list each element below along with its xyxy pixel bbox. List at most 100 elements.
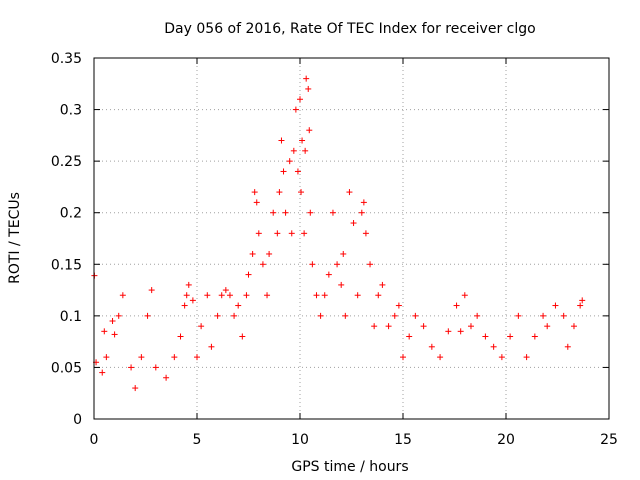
x-tick-label: 15 [394,432,412,448]
data-point [482,333,489,340]
data-point [371,323,378,330]
data-point [177,333,184,340]
data-point [360,199,367,206]
data-point [99,369,106,376]
data-point [282,209,289,216]
data-point [531,333,538,340]
y-tick-label: 0.25 [51,154,82,170]
data-point [474,312,481,319]
data-point [570,323,577,330]
data-point [395,302,402,309]
data-point [544,323,551,330]
data-point [111,331,118,338]
data-point [189,297,196,304]
y-tick-label: 0.35 [51,51,82,67]
data-point [119,292,126,299]
data-point [346,189,353,196]
data-point [266,250,273,257]
data-point [453,302,460,309]
data-point [498,354,505,361]
data-point [294,168,301,175]
data-point [243,292,250,299]
data-point [457,328,464,335]
y-tick-label: 0.05 [51,360,82,376]
data-point [235,302,242,309]
data-point [181,302,188,309]
data-point [313,292,320,299]
data-point [194,354,200,361]
data-point [579,297,586,304]
data-point [354,292,361,299]
data-point [306,127,313,134]
y-tick-label: 0.1 [60,309,82,325]
data-point [109,318,116,325]
data-point [208,343,215,350]
x-tick-labels: 0 5 10 15 20 25 [90,432,618,448]
data-point [253,199,260,206]
data-point [552,302,559,309]
data-point [280,168,287,175]
data-point [428,343,435,350]
y-tick-labels: 0 0.05 0.1 0.15 0.2 0.25 0.3 0.35 [51,51,82,428]
data-point [163,374,170,381]
y-tick-label: 0.3 [60,103,82,119]
data-point [270,209,277,216]
data-point [342,312,349,319]
data-point [218,292,225,299]
axis-ticks [93,57,610,420]
plot-frame [93,57,610,420]
data-point [515,312,522,319]
x-axis-label: GPS time / hours [291,459,408,475]
data-point [251,189,258,196]
data-point [183,292,190,299]
data-point [222,287,229,294]
data-point [445,328,452,335]
data-point [274,230,281,237]
data-point [375,292,382,299]
data-point [362,230,369,237]
data-point [115,312,122,319]
data-point [264,292,271,299]
data-point [385,323,392,330]
data-point [437,354,444,361]
data-point [278,137,285,144]
data-point [128,364,135,371]
data-point [329,209,336,216]
data-point [297,96,303,103]
data-point [185,281,192,288]
data-point [231,312,238,319]
data-point [461,292,468,299]
y-axis-label: ROTI / TECUs [7,192,23,284]
data-point [523,354,530,361]
data-point [299,137,306,144]
data-point [577,302,584,309]
data-point [226,292,233,299]
data-point [400,354,406,361]
data-point [286,158,293,165]
grid-lines [94,58,609,419]
data-point [358,209,365,216]
data-point [152,364,159,371]
data-point [103,354,110,361]
data-point [171,354,178,361]
data-point [249,250,256,257]
data-point [338,281,345,288]
data-point [350,220,357,227]
data-point [245,271,252,278]
data-point [467,323,474,330]
data-point [305,85,312,92]
y-tick-label: 0.2 [60,206,82,222]
data-point [560,312,567,319]
y-tick-label: 0 [73,412,82,428]
x-tick-label: 20 [497,432,515,448]
data-point [301,230,308,237]
data-point [564,343,571,350]
data-point [298,189,305,196]
data-point [507,333,514,340]
data-point [290,147,297,154]
data-point [490,343,497,350]
data-points [91,75,586,392]
data-point [406,333,413,340]
data-point [302,147,309,154]
